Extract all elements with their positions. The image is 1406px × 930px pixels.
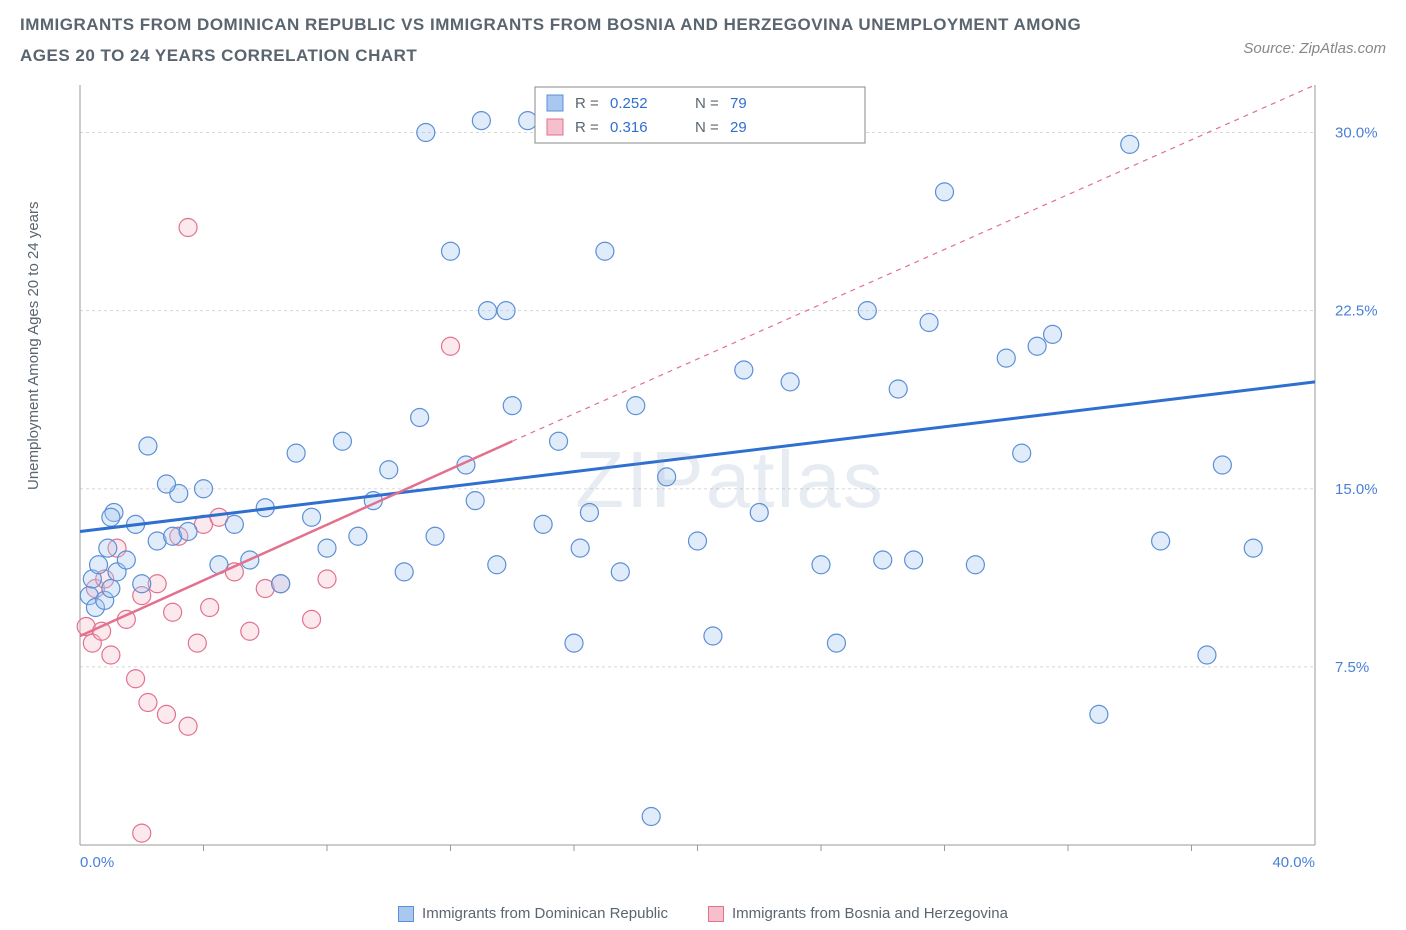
legend-item-b: Immigrants from Bosnia and Herzegovina — [708, 905, 1008, 922]
svg-text:N =: N = — [695, 95, 719, 112]
svg-text:N =: N = — [695, 119, 719, 136]
swatch-a — [398, 906, 414, 922]
swatch-b — [708, 906, 724, 922]
svg-text:15.0%: 15.0% — [1335, 481, 1378, 498]
svg-text:7.5%: 7.5% — [1335, 659, 1369, 676]
legend-b-label: Immigrants from Bosnia and Herzegovina — [732, 905, 1008, 922]
legend-a-label: Immigrants from Dominican Republic — [422, 905, 668, 922]
legend-item-a: Immigrants from Dominican Republic — [398, 905, 668, 922]
scatter-svg: 7.5% 15.0% 22.5% 30.0% 0.0% 40.0% R = 0.252 N = 7… — [75, 85, 1385, 875]
chart-plot: 7.5% 15.0% 22.5% 30.0% 0.0% 40.0% R = 0.252 N = 7… — [75, 85, 1385, 875]
svg-text:22.5%: 22.5% — [1335, 303, 1378, 320]
svg-text:R =: R = — [575, 95, 599, 112]
svg-text:0.316: 0.316 — [610, 119, 648, 136]
svg-text:0.252: 0.252 — [610, 95, 648, 112]
source-name: ZipAtlas.com — [1299, 40, 1386, 57]
svg-text:40.0%: 40.0% — [1272, 854, 1315, 871]
svg-text:0.0%: 0.0% — [80, 854, 114, 871]
svg-text:79: 79 — [730, 95, 747, 112]
source-attribution: Source: ZipAtlas.com — [1243, 40, 1386, 57]
y-axis-label: Unemployment Among Ages 20 to 24 years — [25, 201, 42, 490]
source-prefix: Source: — [1243, 40, 1299, 57]
svg-text:29: 29 — [730, 119, 747, 136]
svg-text:R =: R = — [575, 119, 599, 136]
svg-text:30.0%: 30.0% — [1335, 125, 1378, 142]
chart-title: IMMIGRANTS FROM DOMINICAN REPUBLIC VS IM… — [20, 10, 1120, 71]
bottom-legend: Immigrants from Dominican Republic Immig… — [0, 905, 1406, 922]
